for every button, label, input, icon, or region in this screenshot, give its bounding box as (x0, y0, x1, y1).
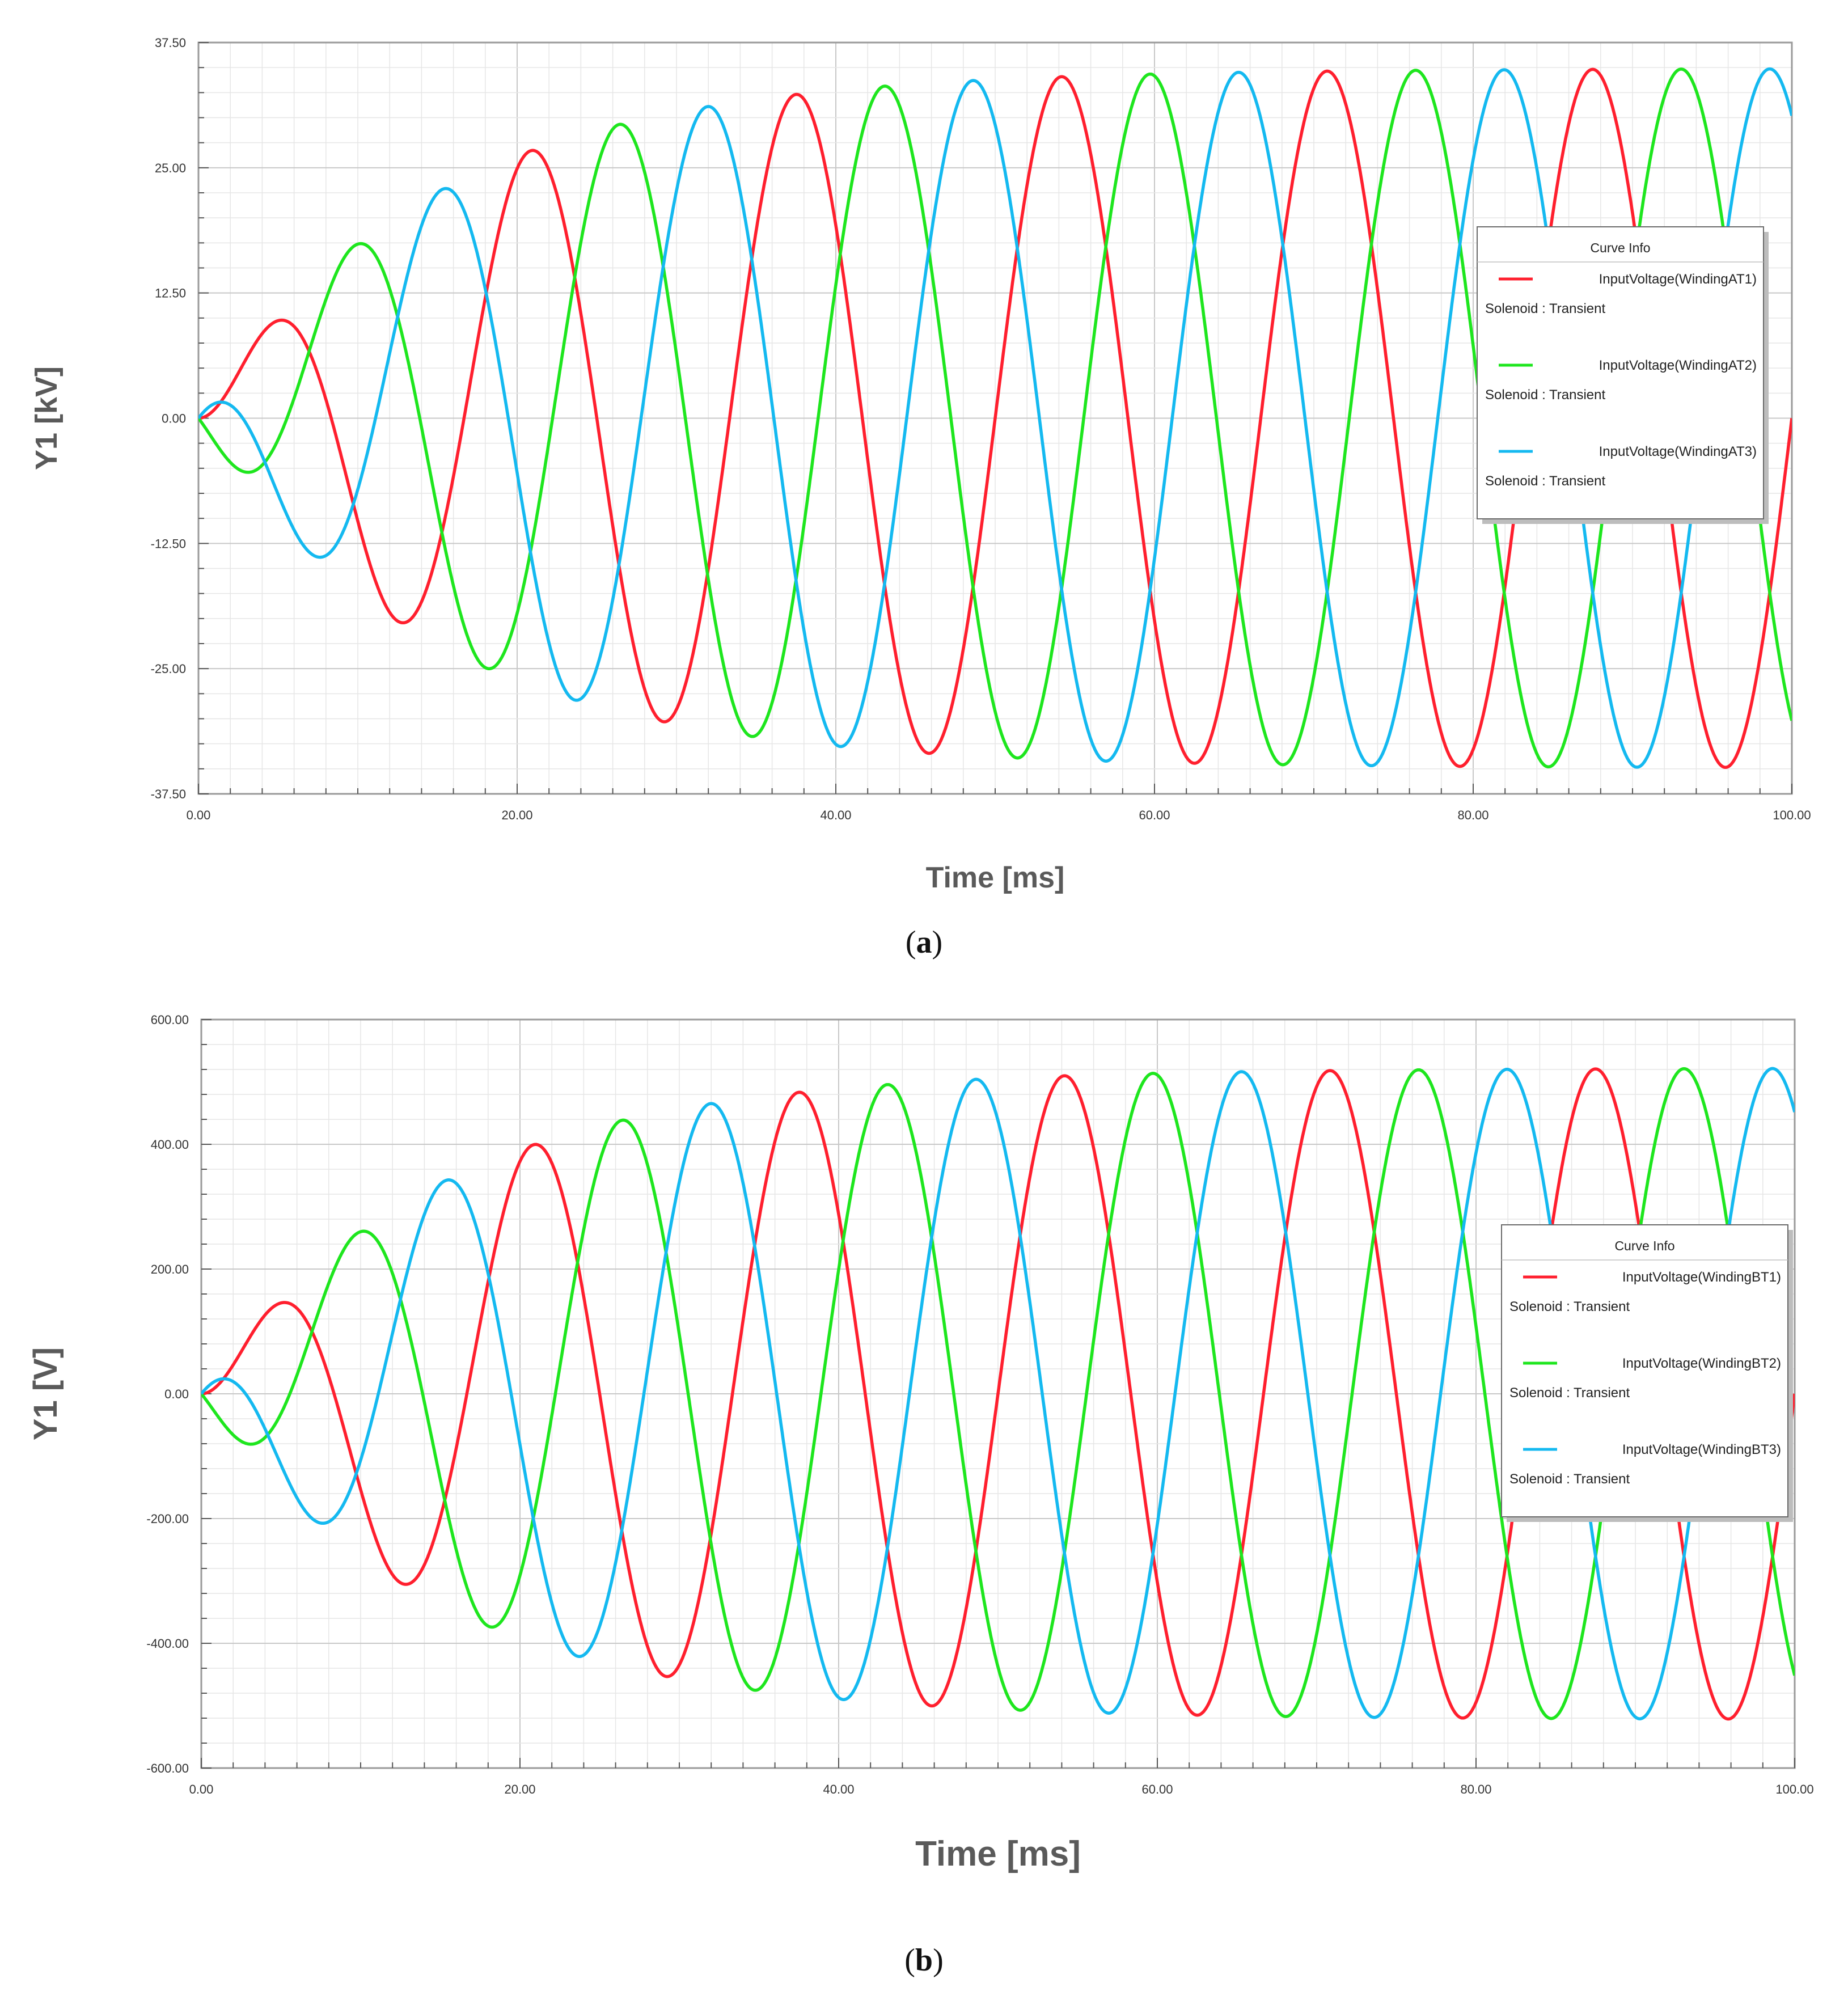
y-axis-label: Y1 [kV] (29, 366, 64, 470)
legend-entry-sub: Solenoid : Transient (1485, 301, 1605, 316)
x-tick-label: 0.00 (189, 1782, 214, 1796)
x-tick-label: 100.00 (1773, 808, 1811, 822)
legend-title: Curve Info (1590, 240, 1650, 255)
legend-entry-name: InputVoltage(WindingBT1) (1622, 1270, 1781, 1285)
panel-label-b-letter: b (915, 1943, 933, 1978)
x-tick-label: 40.00 (823, 1782, 854, 1796)
legend-entry-sub: Solenoid : Transient (1509, 1299, 1630, 1314)
legend-entry-name: InputVoltage(WindingBT3) (1622, 1442, 1781, 1457)
legend-title: Curve Info (1614, 1238, 1674, 1253)
legend-entry-name: InputVoltage(WindingAT3) (1599, 444, 1757, 459)
legend-box (1477, 226, 1764, 519)
series-line-3 (201, 1067, 1795, 1720)
legend-entry-name: InputVoltage(WindingAT1) (1599, 272, 1757, 287)
chart-b: 0.00 20.00 40.00 60.00 80.00 100.00 600.00 400.… (27, 1013, 1814, 1874)
y-tick-label: 12.50 (155, 286, 186, 301)
y-tick-label: 0.00 (164, 1387, 189, 1401)
series-line-2 (198, 67, 1792, 769)
y-tick-label: -12.50 (151, 536, 186, 551)
y-tick-label: 25.00 (155, 161, 186, 175)
y-tick-label: 600.00 (151, 1013, 189, 1027)
y-tick-label: 400.00 (151, 1137, 189, 1152)
panel-label-a: (a) (905, 925, 943, 960)
legend-entry-sub: Solenoid : Transient (1509, 1385, 1630, 1401)
panel-label-a-letter: a (916, 925, 932, 960)
x-tick-label: 100.00 (1775, 1782, 1813, 1796)
legend: Curve Info InputVoltage(WindingAT1) Soleno… (1477, 226, 1769, 524)
legend-entry-sub: Solenoid : Transient (1485, 387, 1605, 403)
x-tick-label: 0.00 (187, 808, 211, 822)
legend-entry-name: InputVoltage(WindingAT2) (1599, 358, 1757, 373)
x-tick-label: 80.00 (1460, 1782, 1491, 1796)
y-tick-label: -600.00 (146, 1761, 189, 1775)
x-axis-label: Time [ms] (915, 1834, 1081, 1874)
legend-entry-name: InputVoltage(WindingBT2) (1622, 1356, 1781, 1371)
y-tick-label: 0.00 (162, 412, 186, 426)
y-tick-label: 200.00 (151, 1262, 189, 1276)
legend-entry-sub: Solenoid : Transient (1509, 1471, 1630, 1487)
panel-label-b: (b) (904, 1943, 944, 1978)
y-tick-label: -25.00 (151, 662, 186, 676)
legend-box (1501, 1224, 1788, 1517)
chart-a: 0.00 20.00 40.00 60.00 80.00 100.00 37.50 25.00… (29, 36, 1811, 894)
y-tick-label: 37.50 (155, 36, 186, 50)
x-tick-label: 60.00 (1139, 808, 1170, 822)
x-tick-label: 80.00 (1457, 808, 1488, 822)
axis-ticks (198, 42, 1792, 794)
legend: Curve Info InputVoltage(WindingBT1) Soleno… (1501, 1224, 1793, 1522)
legend-entry-sub: Solenoid : Transient (1485, 473, 1605, 489)
series-line-3 (198, 67, 1792, 769)
y-tick-label: -200.00 (146, 1512, 189, 1526)
series-line-2 (201, 1067, 1795, 1720)
x-tick-label: 20.00 (504, 1782, 535, 1796)
x-tick-label: 40.00 (820, 808, 851, 822)
x-axis-label: Time [ms] (926, 861, 1065, 894)
y-tick-label: -400.00 (146, 1636, 189, 1651)
x-tick-label: 20.00 (501, 808, 532, 822)
y-axis-label: Y1 [V] (27, 1347, 64, 1440)
y-tick-label: -37.50 (151, 787, 186, 801)
x-tick-label: 60.00 (1141, 1782, 1173, 1796)
